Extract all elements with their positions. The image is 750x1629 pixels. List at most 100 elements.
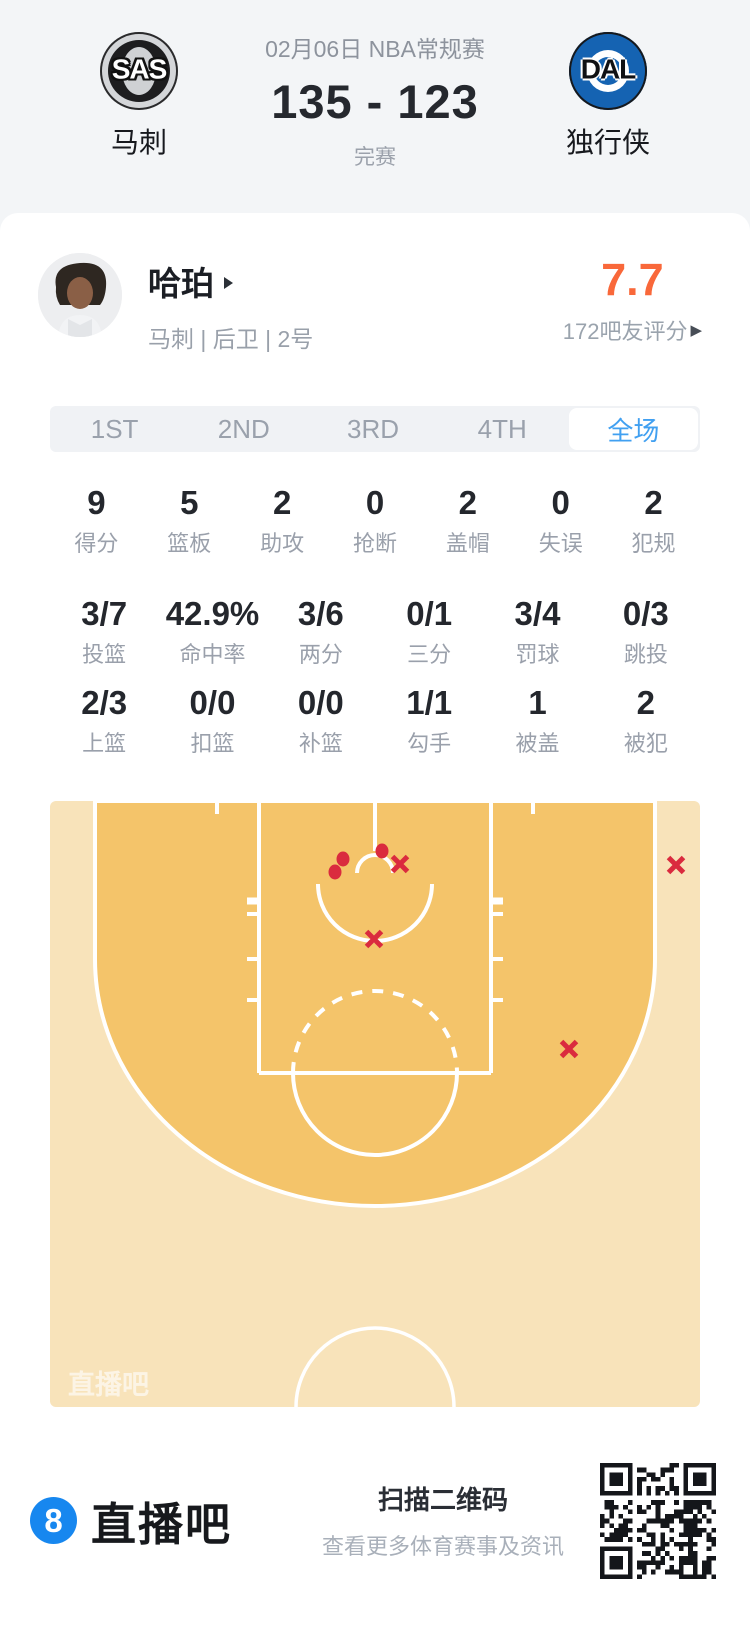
stat-value: 3/4 — [514, 594, 561, 632]
stat-value: 1 — [528, 683, 547, 721]
stat-value: 2 — [458, 484, 478, 521]
stat-label: 助攻 — [260, 530, 305, 556]
player-meta[interactable]: 哈珀 马刺 | 后卫 | 2号 — [148, 253, 313, 354]
brand-logo: 8 直播吧 — [30, 1488, 232, 1553]
rating-caption: 172吧友评分 — [562, 319, 688, 344]
footer: 8 直播吧 扫描二维码 查看更多体育赛事及资讯 — [0, 1407, 750, 1579]
stat-cell: 2 助攻 — [236, 484, 329, 557]
tab-全场[interactable]: 全场 — [568, 408, 699, 450]
stat-value: 0/0 — [189, 683, 236, 721]
stat-value: 2/3 — [81, 683, 128, 721]
stats-row-shooting: 3/7 投篮 42.9% 命中率 3/6 两分 0/1 三分 3/4 罚球 0/3 跳投 — [0, 595, 750, 668]
stat-cell: 1 被盖 — [483, 684, 591, 757]
made-shot-marker — [328, 864, 342, 880]
stat-label: 盖帽 — [445, 530, 490, 556]
made-shot-marker — [375, 843, 389, 859]
stat-value: 0/3 — [622, 594, 669, 632]
stat-label: 得分 — [74, 530, 119, 556]
stat-label: 跳投 — [623, 641, 668, 667]
spurs-logo-abbr: SAS — [111, 53, 168, 85]
tab-2ND[interactable]: 2ND — [217, 413, 270, 444]
stat-label: 勾手 — [407, 730, 452, 756]
stat-value: 9 — [87, 484, 106, 521]
home-team: SAS 马刺 — [59, 32, 219, 161]
stat-cell: 3/7 投篮 — [50, 595, 158, 668]
stat-label: 两分 — [298, 641, 343, 667]
game-score: 135 - 123 — [271, 75, 479, 128]
stat-cell: 0 抢断 — [329, 484, 422, 557]
away-team: DAL 独行侠 — [528, 32, 688, 161]
player-name: 哈珀 — [148, 265, 214, 302]
stats-row-basic: 9 得分 5 篮板 2 助攻 0 抢断 2 盖帽 0 失误 2 犯规 — [0, 484, 750, 557]
away-team-name: 独行侠 — [565, 127, 650, 158]
shot-chart-court: 直播吧 — [50, 800, 700, 1407]
stat-value: 0/0 — [297, 683, 344, 721]
stat-value: 0 — [365, 484, 385, 521]
stat-label: 补篮 — [298, 730, 343, 756]
qr-title: 扫描二维码 — [377, 1485, 508, 1516]
stat-value: 3/6 — [297, 594, 344, 632]
tab-4TH[interactable]: 4TH — [477, 413, 527, 444]
game-date: 02月06日 NBA常规赛 — [265, 36, 485, 62]
player-avatar-graphic — [38, 253, 122, 337]
stat-cell: 42.9% 命中率 — [158, 595, 266, 668]
stat-value: 0 — [551, 484, 570, 521]
stat-value: 1/1 — [406, 683, 453, 721]
stat-value: 2 — [636, 683, 655, 721]
stat-cell: 0 失误 — [514, 484, 607, 557]
stat-cell: 0/1 三分 — [375, 595, 483, 668]
player-name-row[interactable]: 哈珀 — [148, 257, 313, 305]
scoreboard: SAS 马刺 02月06日 NBA常规赛 135 - 123 完赛 DAL 独行… — [0, 0, 750, 213]
stats-row-shot-types: 2/3 上篮 0/0 扣篮 0/0 补篮 1/1 勾手 1 被盖 2 被犯 — [0, 684, 750, 757]
stat-cell: 2/3 上篮 — [50, 684, 158, 757]
stat-label: 抢断 — [352, 530, 397, 556]
stat-cell: 1/1 勾手 — [375, 684, 483, 757]
missed-shot-marker — [364, 929, 384, 948]
player-avatar — [38, 253, 122, 337]
mavericks-logo-icon: DAL — [569, 32, 647, 110]
missed-shot-marker — [666, 855, 686, 874]
score-center: 02月06日 NBA常规赛 135 - 123 完赛 — [185, 0, 565, 171]
stat-cell: 5 篮板 — [143, 484, 236, 557]
caret-right-icon — [224, 276, 233, 289]
stat-label: 失误 — [538, 530, 583, 556]
stat-value: 5 — [180, 484, 199, 521]
stat-label: 篮板 — [167, 530, 212, 556]
missed-shot-marker — [390, 854, 410, 873]
stat-label: 上篮 — [82, 730, 127, 756]
brand-name: 直播吧 — [91, 1499, 233, 1551]
stat-cell: 0/3 跳投 — [592, 595, 700, 668]
made-shot-marker — [336, 851, 350, 867]
tab-3RD[interactable]: 3RD — [347, 413, 400, 444]
stat-label: 犯规 — [631, 530, 676, 556]
stat-cell: 3/6 两分 — [267, 595, 375, 668]
stat-label: 投篮 — [82, 641, 127, 667]
player-info: 马刺 | 后卫 | 2号 — [148, 326, 314, 352]
arrow-right-icon: ▶ — [690, 321, 702, 339]
mavericks-logo-abbr: DAL — [580, 53, 637, 85]
rating-value: 7.7 — [601, 254, 664, 305]
spurs-logo-icon: SAS — [100, 32, 178, 110]
zhibo8-badge-icon: 8 — [30, 1497, 77, 1545]
stat-label: 被盖 — [515, 730, 560, 756]
player-rating-block[interactable]: 7.7 172吧友评分 ▶ — [563, 253, 702, 346]
stat-label: 被犯 — [623, 730, 668, 756]
shot-markers — [328, 843, 686, 1058]
stats-card: 哈珀 马刺 | 后卫 | 2号 7.7 172吧友评分 ▶ 1ST 2ND 3RD 4… — [0, 213, 750, 1629]
player-header: 哈珀 马刺 | 后卫 | 2号 7.7 172吧友评分 ▶ — [0, 213, 750, 354]
stat-cell: 2 盖帽 — [421, 484, 514, 557]
court-watermark: 直播吧 — [68, 1370, 149, 1400]
quarter-tabs: 1ST 2ND 3RD 4TH 全场 — [50, 406, 700, 452]
stat-label: 罚球 — [515, 641, 560, 667]
stat-cell: 0/0 补篮 — [267, 684, 375, 757]
stat-label: 三分 — [407, 641, 452, 667]
stat-cell: 3/4 罚球 — [483, 595, 591, 668]
qr-text-block: 扫描二维码 查看更多体育赛事及资讯 — [322, 1480, 564, 1561]
stat-cell: 0/0 扣篮 — [158, 684, 266, 757]
game-status: 完赛 — [354, 146, 396, 169]
stat-cell: 9 得分 — [50, 484, 143, 557]
tab-1ST[interactable]: 1ST — [90, 413, 139, 444]
stat-value: 2 — [272, 484, 292, 521]
stat-value: 42.9% — [165, 594, 260, 632]
